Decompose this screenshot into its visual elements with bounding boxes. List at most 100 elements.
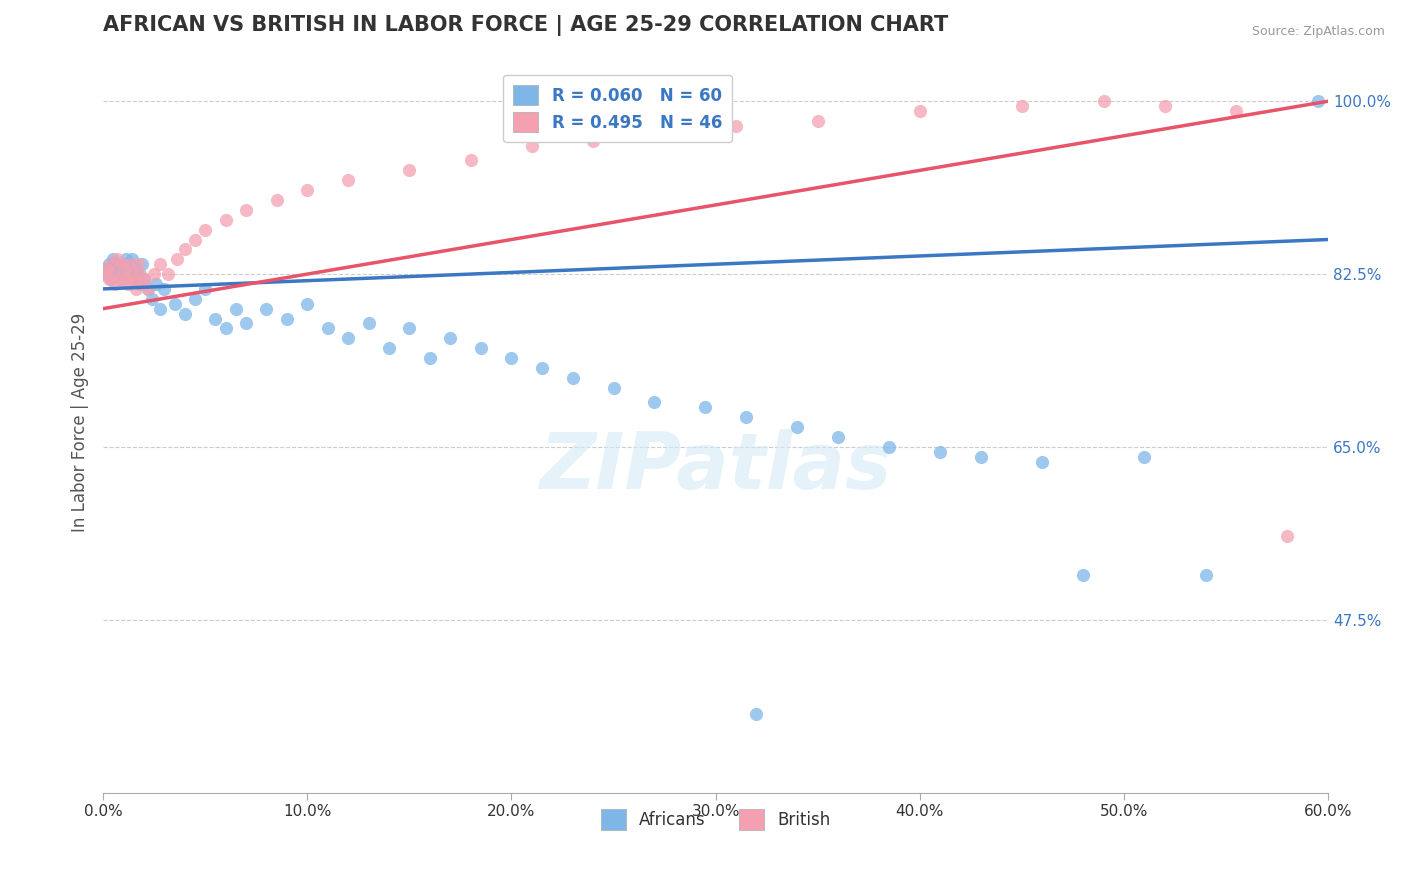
Point	[118, 257, 141, 271]
Point	[337, 173, 360, 187]
Point	[131, 257, 153, 271]
Point	[735, 410, 758, 425]
Point	[184, 233, 207, 247]
Point	[125, 262, 148, 277]
Point	[398, 321, 420, 335]
Point	[103, 267, 125, 281]
Point	[235, 202, 257, 217]
Point	[419, 351, 441, 365]
Point	[94, 267, 117, 281]
Point	[136, 282, 159, 296]
Point	[166, 252, 188, 267]
Point	[1031, 455, 1053, 469]
Point	[807, 114, 830, 128]
Text: ZIPatlas: ZIPatlas	[540, 429, 891, 505]
Point	[1225, 104, 1247, 119]
Point	[173, 307, 195, 321]
Point	[143, 267, 166, 281]
Point	[266, 193, 288, 207]
Point	[439, 331, 461, 345]
Point	[98, 257, 121, 271]
Y-axis label: In Labor Force | Age 25-29: In Labor Force | Age 25-29	[72, 312, 89, 532]
Text: AFRICAN VS BRITISH IN LABOR FORCE | AGE 25-29 CORRELATION CHART: AFRICAN VS BRITISH IN LABOR FORCE | AGE …	[103, 15, 949, 36]
Point	[112, 257, 135, 271]
Point	[337, 331, 360, 345]
Point	[157, 267, 180, 281]
Point	[173, 243, 195, 257]
Point	[94, 262, 117, 277]
Point	[117, 267, 139, 281]
Point	[460, 153, 482, 168]
Point	[582, 134, 605, 148]
Point	[118, 257, 141, 271]
Point	[125, 282, 148, 296]
Point	[194, 282, 217, 296]
Point	[470, 341, 492, 355]
Point	[121, 252, 143, 267]
Point	[122, 272, 145, 286]
Point	[531, 360, 554, 375]
Point	[214, 212, 236, 227]
Point	[100, 257, 122, 271]
Point	[1071, 568, 1094, 582]
Point	[1277, 529, 1299, 543]
Point	[745, 706, 768, 721]
Point	[184, 292, 207, 306]
Point	[107, 267, 129, 281]
Point	[112, 262, 135, 277]
Point	[127, 257, 149, 271]
Point	[1306, 94, 1329, 108]
Point	[127, 267, 149, 281]
Point	[103, 252, 125, 267]
Point	[194, 222, 217, 236]
Point	[561, 371, 583, 385]
Point	[643, 124, 665, 138]
Point	[153, 282, 176, 296]
Point	[132, 272, 155, 286]
Point	[122, 272, 145, 286]
Point	[128, 277, 150, 291]
Point	[908, 104, 931, 119]
Point	[1092, 94, 1115, 108]
Point	[970, 450, 993, 464]
Point	[108, 272, 131, 286]
Point	[117, 277, 139, 291]
Point	[149, 257, 172, 271]
Point	[108, 262, 131, 277]
Point	[96, 267, 118, 281]
Point	[1011, 99, 1033, 113]
Point	[695, 401, 717, 415]
Point	[501, 351, 523, 365]
Point	[235, 317, 257, 331]
Point	[602, 381, 624, 395]
Point	[141, 292, 163, 306]
Point	[786, 420, 808, 434]
Point	[163, 296, 186, 310]
Point	[149, 301, 172, 316]
Point	[929, 445, 952, 459]
Point	[276, 311, 298, 326]
Point	[131, 277, 153, 291]
Point	[128, 267, 150, 281]
Point	[100, 272, 122, 286]
Point	[297, 296, 319, 310]
Point	[398, 163, 420, 178]
Point	[110, 257, 132, 271]
Point	[378, 341, 401, 355]
Point	[827, 430, 849, 444]
Text: Source: ZipAtlas.com: Source: ZipAtlas.com	[1251, 25, 1385, 38]
Point	[357, 317, 380, 331]
Point	[316, 321, 339, 335]
Point	[98, 272, 121, 286]
Point	[104, 257, 127, 271]
Point	[225, 301, 247, 316]
Point	[1194, 568, 1216, 582]
Point	[643, 395, 665, 409]
Point	[104, 277, 127, 291]
Point	[107, 252, 129, 267]
Point	[520, 138, 543, 153]
Point	[145, 277, 167, 291]
Point	[132, 272, 155, 286]
Point	[725, 119, 748, 133]
Point	[1153, 99, 1175, 113]
